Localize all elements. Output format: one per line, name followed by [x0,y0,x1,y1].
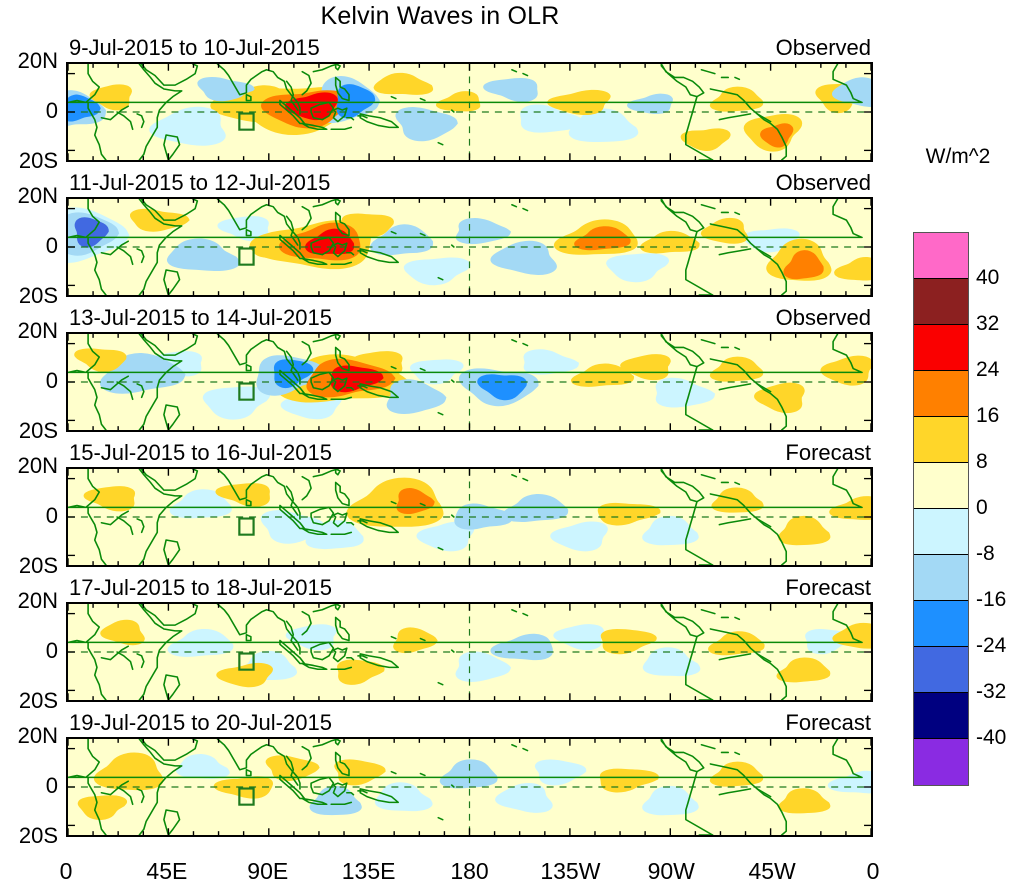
x-axis-tick: 90E [247,858,289,884]
page-title: Kelvin Waves in OLR [320,2,560,30]
colorbar-band [914,693,968,739]
map-plot-area [66,467,873,567]
y-axis-tick-south: 20S [18,418,58,443]
y-axis-tick-zero: 0 [45,773,58,798]
map-plot-area [66,62,873,162]
colorbar-tick-label: 32 [976,312,1000,335]
panel-status-label: Forecast [785,710,871,735]
y-axis-tick-north: 20N [17,723,58,748]
x-axis-tick: 0 [866,858,880,884]
colorbar-tick-label: 24 [976,358,1000,381]
map-plot-area [66,602,873,702]
colorbar-tick-label: -24 [976,634,1007,657]
panel-date-range: 17-Jul-2015 to 18-Jul-2015 [69,575,332,600]
y-axis-tick-north: 20N [17,318,58,343]
panel-3: 13-Jul-2015 to 14-Jul-2015 Observed 20N 0 20… [18,305,873,443]
colorbar-band [914,509,968,555]
colorbar-tick-label: -40 [976,726,1007,749]
panel-1: 9-Jul-2015 to 10-Jul-2015 Observed 20N 0 20S [18,35,873,173]
map-plot-area [66,197,873,297]
y-axis-tick-zero: 0 [45,638,58,663]
y-axis-tick-south: 20S [18,553,58,578]
y-axis-tick-zero: 0 [45,98,58,123]
colorbar-band [914,325,968,371]
map-plot-area [66,737,873,837]
colorbar-tick-label: 8 [976,450,988,473]
x-axis-tick: 135E [341,858,396,884]
panel-date-range: 15-Jul-2015 to 16-Jul-2015 [69,440,332,465]
colorbar-tick-label: -8 [976,542,995,565]
colorbar-tick-label: 0 [976,496,988,519]
y-axis-tick-north: 20N [17,48,58,73]
y-axis-tick-zero: 0 [45,233,58,258]
y-axis-tick-zero: 0 [45,368,58,393]
map-plot-area [66,332,873,432]
colorbar-band [914,555,968,601]
panel-date-range: 19-Jul-2015 to 20-Jul-2015 [69,710,332,735]
panel-status-label: Observed [775,305,871,330]
panel-date-range: 9-Jul-2015 to 10-Jul-2015 [69,35,320,60]
panel-date-range: 13-Jul-2015 to 14-Jul-2015 [69,305,332,330]
panel-6: 19-Jul-2015 to 20-Jul-2015 Forecast 20N 0 20… [18,710,873,848]
colorbar-band [914,371,968,417]
colorbar-bands [913,232,969,786]
panel-2: 11-Jul-2015 to 12-Jul-2015 Observed 20N 0 20… [18,170,873,308]
colorbar-band [914,601,968,647]
colorbar-band [914,233,968,279]
colorbar-tick-label: -16 [976,588,1007,611]
y-axis-tick-north: 20N [17,183,58,208]
panel-status-label: Forecast [785,575,871,600]
panel-5: 17-Jul-2015 to 18-Jul-2015 Forecast 20N 0 20… [18,575,873,713]
panel-4: 15-Jul-2015 to 16-Jul-2015 Forecast 20N 0 20… [18,440,873,578]
panel-status-label: Observed [775,170,871,195]
colorbar-band [914,647,968,693]
colorbar-tick-label: -32 [976,680,1007,703]
colorbar-tick-label: 40 [976,266,1000,289]
y-axis-tick-north: 20N [17,453,58,478]
x-axis-tick: 90W [647,858,695,884]
colorbar-unit-label: W/m^2 [925,145,991,168]
colorbar-band [914,279,968,325]
x-axis-tick: 135W [540,858,601,884]
x-axis-tick: 180 [450,858,489,884]
y-axis-tick-south: 20S [18,688,58,713]
x-axis-tick: 45W [748,858,796,884]
y-axis-tick-south: 20S [18,283,58,308]
y-axis-tick-south: 20S [18,823,58,848]
y-axis-tick-zero: 0 [45,503,58,528]
colorbar-band [914,463,968,509]
y-axis-tick-north: 20N [17,588,58,613]
colorbar-band [914,739,968,785]
panel-status-label: Forecast [785,440,871,465]
x-axis: 0 45E 90E 135E 180 135W 90W 45W 0 [60,858,880,886]
x-axis-tick: 45E [146,858,188,884]
colorbar-tick-label: 16 [976,404,1000,427]
panel-status-label: Observed [775,35,871,60]
x-axis-tick: 0 [59,858,73,884]
colorbar-band [914,417,968,463]
y-axis-tick-south: 20S [18,148,58,173]
panel-date-range: 11-Jul-2015 to 12-Jul-2015 [69,170,331,195]
